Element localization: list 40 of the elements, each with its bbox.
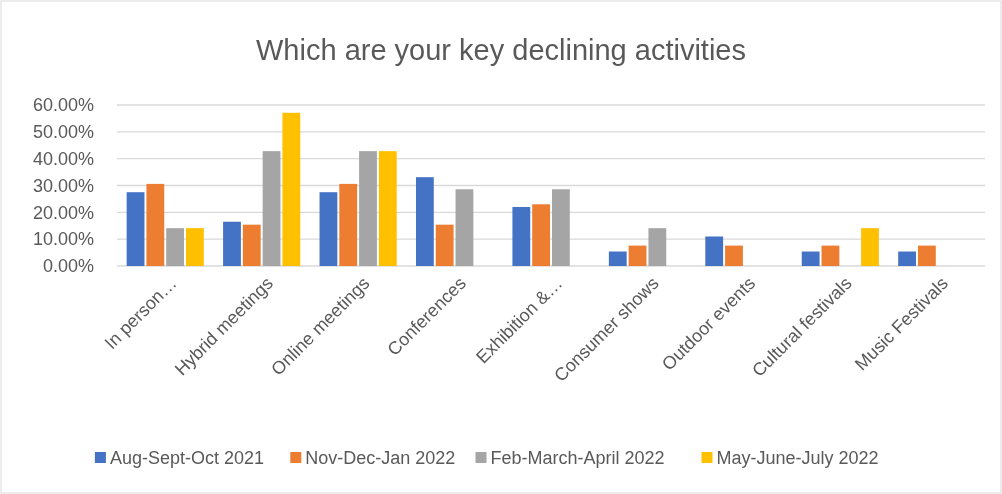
bar	[512, 206, 531, 266]
bar	[186, 228, 204, 266]
bar	[861, 228, 879, 266]
bar	[359, 151, 377, 266]
bar	[378, 151, 397, 266]
y-tick-label: 10.00%	[32, 229, 94, 250]
bar	[146, 183, 165, 266]
bar	[821, 245, 840, 266]
bar	[532, 204, 551, 266]
bar	[223, 221, 241, 266]
bar	[455, 189, 474, 266]
bar	[262, 151, 281, 266]
legend-label: Feb-March-April 2022	[490, 448, 665, 469]
bar	[242, 224, 261, 266]
bar	[648, 228, 667, 266]
y-tick-label: 0.00%	[42, 256, 94, 277]
bar	[801, 251, 820, 266]
bar	[705, 236, 724, 266]
bar	[319, 192, 338, 266]
bar	[415, 177, 434, 266]
bar	[435, 224, 454, 266]
bar	[725, 245, 743, 266]
bar	[282, 112, 301, 266]
y-tick-label: 30.00%	[32, 175, 94, 196]
bar	[126, 192, 145, 266]
bar	[166, 228, 185, 266]
bar	[628, 245, 647, 266]
y-tick-label: 60.00%	[32, 95, 94, 116]
legend-label: Nov-Dec-Jan 2022	[305, 448, 456, 469]
legend-label: May-June-July 2022	[716, 448, 879, 469]
y-tick-label: 20.00%	[32, 202, 94, 223]
bar	[551, 189, 570, 266]
legend-label: Aug-Sept-Oct 2021	[109, 448, 264, 469]
y-tick-label: 40.00%	[32, 148, 94, 169]
bar	[339, 183, 358, 266]
bar	[898, 251, 917, 266]
bar	[917, 245, 936, 266]
chart-title: Which are your key declining activities	[256, 34, 746, 66]
y-tick-label: 50.00%	[32, 122, 94, 143]
bar	[608, 251, 627, 266]
